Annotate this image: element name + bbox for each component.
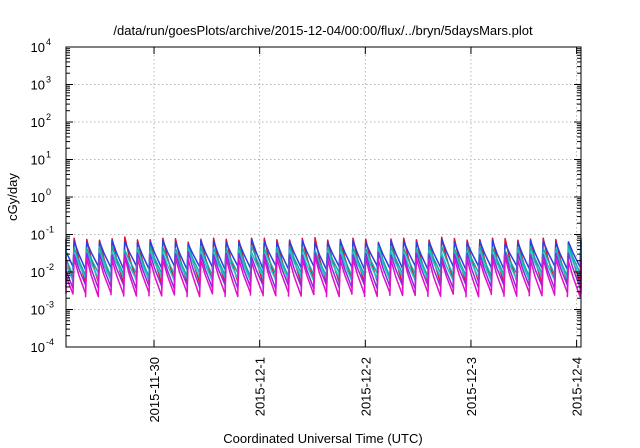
- x-tick-label: 2015-12-1: [253, 357, 268, 416]
- ticks: [66, 46, 581, 348]
- y-tick-base: 10: [31, 303, 45, 318]
- x-tick-label: 2015-12-2: [358, 357, 373, 416]
- y-tick-exponent: -1: [46, 225, 54, 235]
- y-tick-label: 10 -4: [31, 337, 54, 355]
- y-tick-base: 10: [31, 40, 45, 55]
- x-tick-label: 2015-12-4: [570, 357, 585, 416]
- y-tick-base: 10: [31, 190, 45, 205]
- y-tick-base: 10: [31, 153, 45, 168]
- y-tick-label: 10 0: [31, 187, 51, 205]
- y-tick-exponent: -2: [46, 262, 54, 272]
- chart-title: /data/run/goesPlots/archive/2015-12-04/0…: [113, 23, 533, 38]
- y-tick-exponent: 2: [46, 112, 51, 122]
- x-tick-label: 2015-11-30: [147, 357, 162, 423]
- y-tick-label: 10 -2: [31, 262, 54, 280]
- y-axis-label: cGy/day: [5, 173, 20, 221]
- y-tick-exponent: -3: [46, 300, 54, 310]
- y-tick-label: 10 3: [31, 75, 51, 93]
- x-axis-label: Coordinated Universal Time (UTC): [223, 431, 422, 446]
- y-tick-exponent: 1: [46, 150, 51, 160]
- y-tick-label: 10 4: [31, 37, 51, 55]
- x-tick-labels: 2015-11-30 2015-12-1 2015-12-2 2015-12-3 201…: [147, 357, 585, 423]
- y-tick-label: 10 -1: [31, 225, 54, 243]
- y-tick-label: 10 2: [31, 112, 51, 130]
- y-tick-label: 10 1: [31, 150, 51, 168]
- y-tick-base: 10: [31, 340, 45, 355]
- series-group: [65, 236, 582, 298]
- x-tick-label: 2015-12-3: [464, 357, 479, 416]
- y-tick-base: 10: [31, 228, 45, 243]
- y-tick-label: 10 -3: [31, 300, 54, 318]
- y-tick-base: 10: [31, 115, 45, 130]
- y-tick-exponent: 3: [46, 75, 51, 85]
- y-tick-exponent: 0: [46, 187, 51, 197]
- y-tick-exponent: -4: [46, 337, 54, 347]
- series-line: [65, 255, 582, 298]
- y-tick-base: 10: [31, 78, 45, 93]
- y-tick-exponent: 4: [46, 37, 51, 47]
- y-tick-base: 10: [31, 265, 45, 280]
